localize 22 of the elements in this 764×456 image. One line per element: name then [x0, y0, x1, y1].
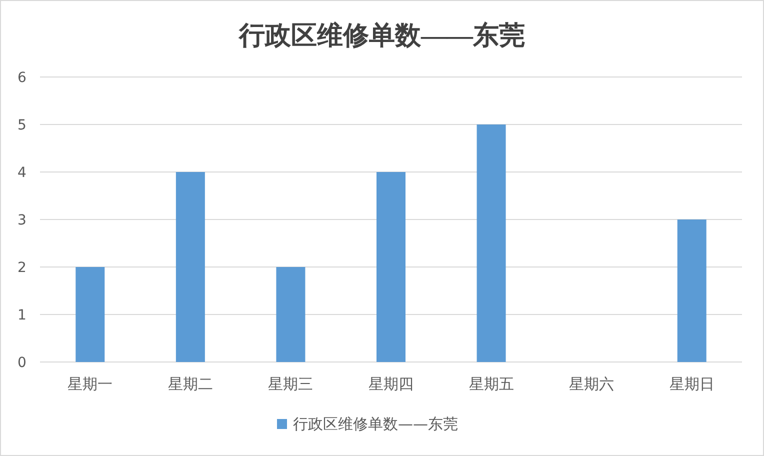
x-tick-label: 星期三 [268, 375, 314, 393]
y-tick-label: 4 [18, 165, 27, 181]
bar [677, 220, 706, 362]
y-tick-label: 6 [18, 70, 27, 86]
bar [476, 124, 506, 362]
bar [176, 172, 205, 362]
y-tick-label: 2 [18, 260, 26, 276]
y-tick-label: 3 [18, 212, 26, 228]
chart-title: 行政区维修单数——东莞 [238, 21, 525, 50]
bar [76, 267, 105, 362]
x-tick-label: 星期二 [168, 375, 213, 393]
x-tick-label: 星期日 [669, 375, 714, 393]
bar [376, 172, 406, 362]
y-tick-label: 1 [18, 308, 26, 324]
y-tick-label: 5 [18, 118, 26, 134]
x-tick-label: 星期一 [68, 375, 113, 393]
legend-label: 行政区维修单数——东莞 [293, 415, 458, 433]
bar [276, 267, 306, 362]
x-tick-label: 星期四 [368, 375, 414, 393]
y-tick-label: 0 [18, 355, 26, 371]
x-tick-label: 星期五 [468, 375, 514, 393]
x-tick-label: 星期六 [569, 375, 614, 393]
